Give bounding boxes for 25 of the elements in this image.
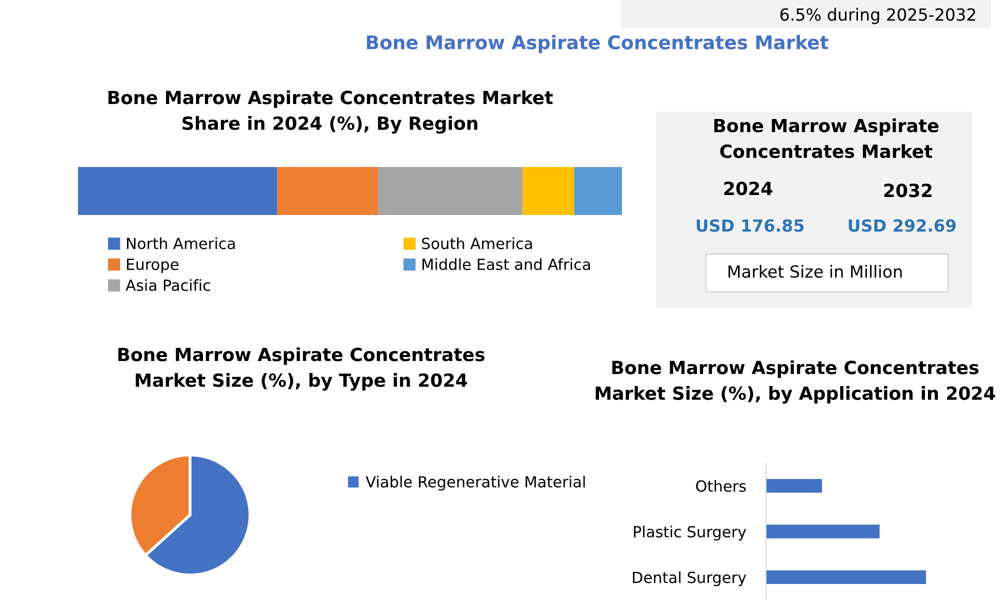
text: Market Size in Million — [728, 264, 902, 278]
y-tick-label: Plastic Surgery — [634, 526, 746, 540]
legend-label: North America — [127, 237, 235, 250]
text: 2032 — [884, 184, 932, 198]
text: Bone Marrow Aspirate Concentrates Market — [714, 118, 938, 158]
text: 2024 — [724, 182, 772, 196]
text: 6.5% during 2025-2032 — [780, 8, 976, 24]
text: Bone Marrow Aspirate Concentrates Market — [366, 34, 828, 54]
bar — [522, 167, 574, 215]
bar — [574, 167, 622, 215]
y-tick-label: Dental Surgery — [632, 571, 746, 586]
chart-title: Bone Marrow Aspirate Concentrates Market Size (%), by Type in 2024 — [118, 347, 484, 391]
text: USD 176.85 — [696, 219, 804, 232]
y-tick-label: Others — [696, 480, 746, 492]
text: USD 292.69 — [848, 219, 956, 232]
bar — [277, 167, 378, 215]
legend-label: Asia Pacific — [126, 279, 210, 292]
bar — [78, 167, 278, 215]
bar — [378, 167, 522, 215]
legend-label: South America — [422, 237, 532, 250]
legend-label: Europe — [127, 258, 178, 274]
chart-title: Bone Marrow Aspirate Concentrates Market Share in 2024 (%), By Region — [108, 90, 553, 134]
chart-title: Bone Marrow Aspirate Concentrates Market Size (%), by Application in 2024 — [596, 360, 996, 404]
legend-label: Viable Regenerative Material — [366, 476, 585, 491]
legend-label: Middle East and Africa — [422, 258, 590, 270]
